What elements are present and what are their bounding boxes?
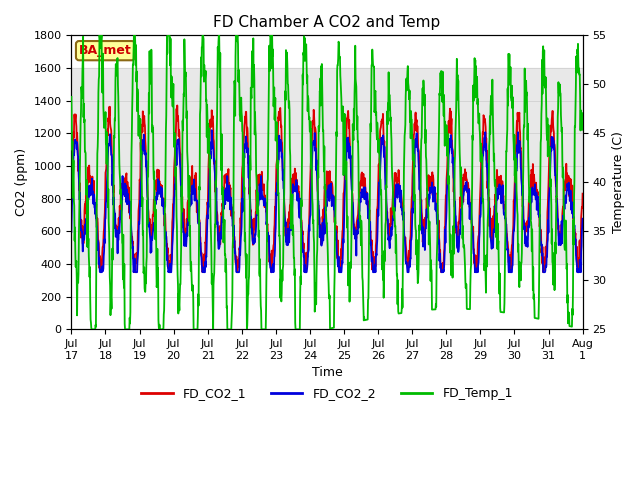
Y-axis label: Temperature (C): Temperature (C)	[612, 132, 625, 233]
Legend: FD_CO2_1, FD_CO2_2, FD_Temp_1: FD_CO2_1, FD_CO2_2, FD_Temp_1	[136, 383, 518, 406]
FD_Temp_1	[519, 197, 527, 203]
FD_Temp_1	[170, 81, 177, 87]
Line: FD_CO2_1: FD_CO2_1	[72, 106, 582, 272]
FD_CO2_2	[474, 264, 481, 270]
FD_CO2_1	[407, 232, 415, 238]
X-axis label: Time: Time	[312, 366, 342, 379]
Line: FD_CO2_2: FD_CO2_2	[72, 130, 582, 272]
FD_CO2_2	[579, 216, 586, 222]
FD_CO2_2	[208, 127, 216, 133]
FD_Temp_1	[95, 33, 103, 38]
FD_CO2_2	[239, 184, 247, 190]
FD_CO2_1	[97, 269, 105, 275]
FD_Temp_1	[407, 135, 415, 141]
FD_CO2_2	[182, 237, 189, 243]
FD_CO2_1	[474, 262, 481, 267]
FD_CO2_1	[519, 204, 527, 209]
Bar	[72, 68, 582, 264]
FD_Temp_1	[182, 70, 189, 75]
FD_CO2_1	[169, 201, 177, 207]
FD_Temp_1	[579, 110, 586, 116]
FD_CO2_1	[173, 103, 181, 108]
FD_Temp_1	[68, 94, 76, 100]
Y-axis label: CO2 (ppm): CO2 (ppm)	[15, 148, 28, 216]
FD_Temp_1	[88, 326, 95, 332]
FD_CO2_2	[97, 269, 104, 275]
FD_CO2_1	[182, 232, 189, 238]
FD_CO2_1	[68, 174, 76, 180]
FD_CO2_2	[407, 256, 415, 262]
FD_Temp_1	[239, 174, 247, 180]
Text: BA_met: BA_met	[79, 44, 132, 57]
FD_CO2_1	[579, 191, 586, 196]
Title: FD Chamber A CO2 and Temp: FD Chamber A CO2 and Temp	[213, 15, 440, 30]
FD_Temp_1	[474, 101, 481, 107]
FD_CO2_1	[239, 144, 247, 150]
Line: FD_Temp_1: FD_Temp_1	[72, 36, 582, 329]
FD_CO2_2	[519, 193, 527, 199]
FD_CO2_2	[169, 228, 177, 234]
FD_CO2_2	[68, 229, 76, 235]
